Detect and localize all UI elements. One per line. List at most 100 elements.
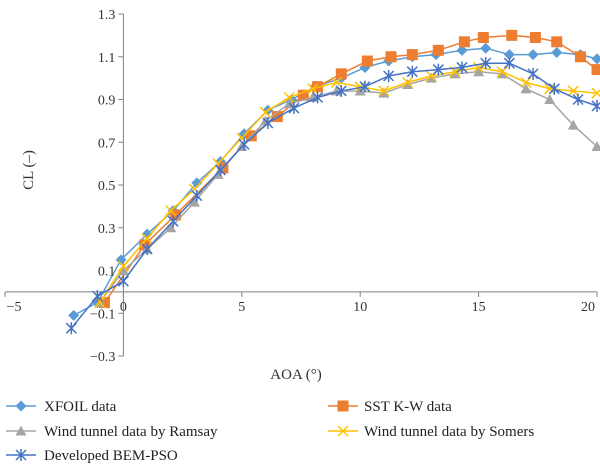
data-point	[378, 85, 390, 97]
data-point	[567, 85, 579, 97]
data-point	[188, 196, 200, 207]
data-point	[188, 183, 200, 195]
data-point	[402, 79, 414, 90]
data-point	[68, 309, 80, 321]
data-point	[335, 68, 347, 80]
y-tick-label: 0.1	[98, 265, 116, 280]
data-point	[425, 72, 437, 83]
data-point	[477, 32, 489, 44]
data-point	[520, 76, 532, 88]
data-point	[236, 132, 248, 144]
data-point	[94, 297, 106, 309]
tick-labels: −5 0 5 10 15 20 −0.3 −0.1 0.1 0.3 0.5 0.7 0.9 1.1 1.3	[7, 8, 595, 365]
data-point	[91, 290, 103, 303]
series-4	[65, 57, 600, 335]
data-point	[591, 64, 600, 76]
data-point	[544, 83, 556, 95]
legend-label: Developed BEM-PSO	[44, 448, 178, 464]
x-tick-label: 15	[472, 300, 486, 315]
data-point	[330, 76, 343, 88]
data-point	[335, 84, 347, 97]
data-point	[402, 76, 414, 88]
y-tick-label: 1.1	[98, 51, 116, 66]
series-line	[99, 66, 598, 304]
data-point	[591, 87, 600, 99]
legend-label: Wind tunnel data by Somers	[364, 424, 534, 440]
x-tick-label: 20	[581, 300, 595, 315]
data-point	[262, 117, 274, 130]
data-point	[496, 68, 508, 79]
data-point	[359, 80, 371, 93]
legend-swatch-marker	[15, 400, 27, 412]
data-point	[591, 99, 600, 112]
data-point	[574, 51, 586, 63]
data-point	[503, 49, 515, 61]
data-point	[432, 63, 444, 76]
data-point	[167, 215, 179, 228]
legend-label: SST K-W data	[364, 399, 452, 415]
data-point	[307, 83, 319, 95]
data-point	[456, 44, 468, 56]
data-point	[456, 61, 468, 74]
y-axis-title: CL (–)	[21, 150, 37, 190]
data-point	[383, 69, 395, 82]
data-point	[378, 87, 390, 98]
data-point	[191, 177, 203, 189]
data-point	[458, 36, 470, 48]
data-point	[259, 106, 272, 118]
data-point	[473, 66, 485, 77]
data-point	[354, 81, 366, 93]
legend-label: Wind tunnel data by Ramsay	[44, 424, 218, 440]
y-tick-label: −0.3	[90, 350, 115, 365]
data-point	[527, 67, 539, 80]
data-point	[212, 158, 224, 170]
data-point	[297, 89, 309, 101]
data-point	[480, 57, 492, 70]
x-tick-label: 10	[353, 300, 367, 315]
data-point	[312, 81, 324, 93]
data-point	[165, 205, 177, 217]
series-2	[94, 66, 600, 308]
legend-item: Developed BEM-PSO	[6, 448, 178, 464]
data-point	[98, 297, 110, 309]
data-point	[591, 141, 600, 152]
y-tick-label: 0.3	[98, 222, 116, 237]
series-1	[98, 29, 600, 309]
series-line	[70, 62, 598, 329]
series-line	[103, 34, 598, 304]
data-point	[503, 57, 515, 70]
legend-swatch-marker	[337, 400, 349, 412]
data-point	[551, 36, 563, 48]
data-point	[406, 65, 418, 78]
series-layer	[65, 29, 600, 335]
data-point	[238, 138, 250, 151]
legend-item: XFOIL data	[6, 399, 117, 415]
data-point	[591, 53, 600, 65]
legend-swatch-marker	[15, 449, 27, 461]
data-point	[283, 91, 295, 103]
series-3	[94, 61, 600, 309]
y-tick-label: 0.9	[98, 94, 116, 109]
data-point	[139, 239, 151, 251]
legend-item: Wind tunnel data by Ramsay	[6, 424, 218, 440]
data-point	[117, 275, 129, 288]
x-tick-label: 5	[238, 300, 245, 315]
data-point	[496, 66, 508, 78]
series-line	[99, 70, 598, 304]
data-point	[480, 42, 492, 54]
data-point	[385, 51, 397, 63]
legend-item: Wind tunnel data by Somers	[328, 424, 534, 440]
data-point	[548, 82, 560, 95]
data-point	[544, 94, 556, 104]
data-point	[117, 265, 129, 275]
data-point	[141, 232, 153, 244]
data-point	[271, 111, 283, 123]
data-point	[551, 46, 563, 58]
data-point	[406, 49, 418, 61]
x-tick-label: 0	[120, 300, 127, 315]
data-point	[65, 322, 77, 335]
data-point	[115, 254, 127, 266]
legend-item: SST K-W data	[328, 399, 452, 415]
data-point	[288, 102, 300, 115]
